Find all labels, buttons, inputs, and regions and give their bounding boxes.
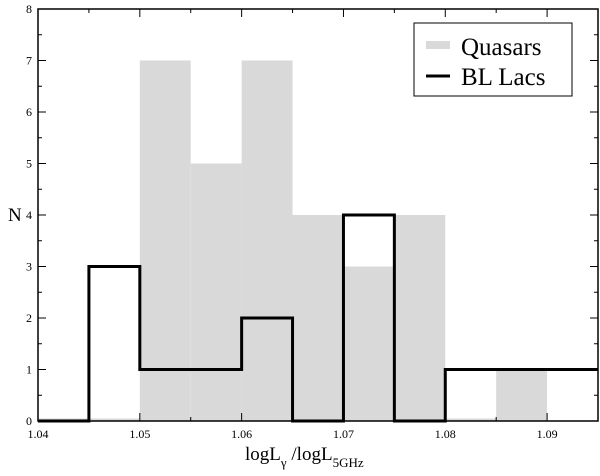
quasars-bar: [292, 215, 344, 421]
quasars-bar: [394, 215, 446, 421]
legend-label-quasars: Quasars: [461, 34, 542, 61]
x-tick-label: 1.08: [435, 427, 456, 441]
legend-swatch-quasars: [426, 41, 450, 49]
y-tick-label: 4: [26, 208, 32, 222]
quasars-bars: [38, 60, 548, 421]
x-tick-label: 1.09: [537, 427, 558, 441]
quasars-bar: [190, 163, 242, 421]
x-axis-label-sub1: γ: [280, 455, 287, 470]
y-tick-label: 5: [26, 157, 32, 171]
legend-box: [413, 22, 573, 97]
x-tick-label: 1.06: [231, 427, 252, 441]
x-tick-label: 1.05: [129, 427, 150, 441]
x-axis-label-main: logL: [245, 444, 281, 465]
y-tick-label: 2: [26, 311, 32, 325]
quasars-bar: [139, 60, 191, 421]
quasars-bar: [496, 369, 548, 421]
quasars-bar: [445, 418, 497, 421]
legend-label-bl-lacs: BL Lacs: [461, 64, 545, 91]
y-tick-label: 0: [26, 414, 32, 428]
y-tick-label: 7: [26, 54, 32, 68]
x-tick-label: 1.04: [28, 427, 49, 441]
quasars-bar: [88, 418, 140, 421]
x-tick-label: 1.07: [333, 427, 354, 441]
y-axis-label: N: [8, 205, 22, 226]
x-axis-label: logLγ /logL5GHz: [245, 444, 364, 470]
legend: Quasars BL Lacs: [413, 22, 573, 97]
x-axis-label-mid: /logL: [287, 444, 333, 465]
axis-ticks: 1.04 1.05 1.06 1.07 1.08 1.09 0 1 2 3 4 5 6 7 8: [26, 2, 599, 441]
y-tick-label: 3: [26, 260, 32, 274]
quasars-bar: [241, 60, 293, 421]
quasars-bar: [343, 266, 395, 421]
y-tick-label: 1: [26, 363, 32, 377]
x-axis-label-sub2: 5GHz: [333, 455, 364, 470]
y-tick-label: 6: [26, 105, 32, 119]
y-tick-label: 8: [26, 2, 32, 16]
